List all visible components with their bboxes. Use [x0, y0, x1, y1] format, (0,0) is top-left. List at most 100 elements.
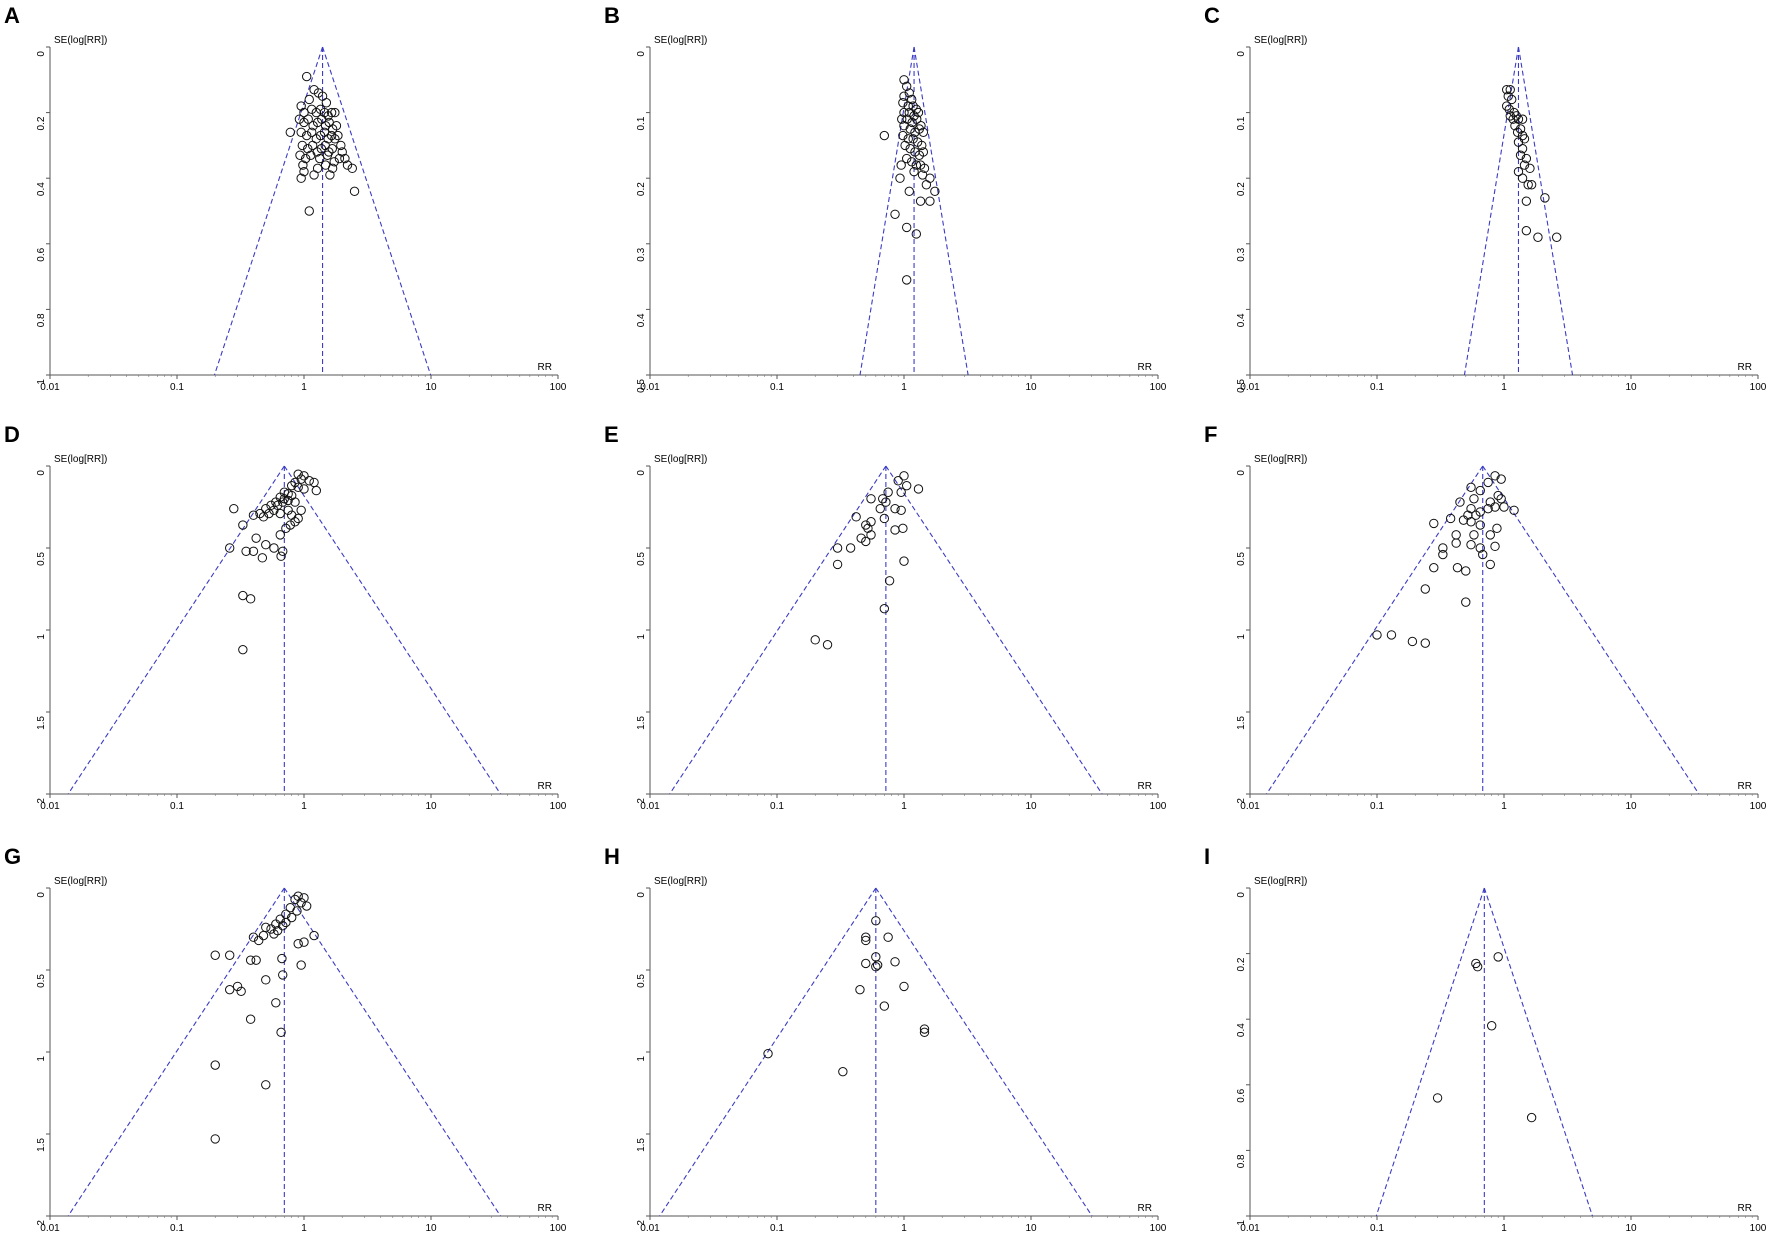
panel-i-y-tick-label: 0	[1236, 892, 1247, 898]
panel-i-x-tick-label: 1	[1501, 1223, 1507, 1234]
panel-d-study-point	[278, 497, 288, 507]
panel-c-y-tick-label: 0.1	[1236, 116, 1247, 130]
panel-a-x-axis-label: RR	[538, 362, 552, 373]
panel-g-study-point	[225, 984, 235, 995]
panel-e-y-tick-label: 1	[636, 634, 647, 640]
panel-c-y-tick-label: 0.5	[1236, 379, 1247, 393]
panel-f-study-point	[1407, 636, 1418, 647]
panel-b-study-point	[901, 153, 912, 164]
panel-b-study-point	[930, 186, 940, 197]
panel-a-study-point	[297, 140, 308, 151]
panel-f-y-tick-label: 1.5	[1236, 716, 1247, 730]
panel-e-study-point	[878, 494, 888, 504]
panel-d-study-point	[278, 546, 288, 556]
panel-h-study-point	[861, 932, 871, 942]
panel-d-study-point	[290, 477, 300, 488]
panel-d-x-tick-label: 0.01	[40, 801, 60, 812]
panel-e-study-point	[866, 530, 876, 540]
panel-d-study-point	[261, 540, 271, 550]
panel-g-y-tick-label: 0.5	[36, 974, 47, 988]
panel-c-study-point	[1517, 143, 1528, 154]
panel-f-label: F	[1204, 422, 1217, 447]
panel-c-x-tick-label: 0.1	[1370, 382, 1384, 393]
panel-c-study-point	[1517, 114, 1528, 124]
panel-i-x-tick-label: 0.01	[1240, 1223, 1260, 1234]
panel-e-study-point	[851, 512, 861, 522]
panel-g-study-point	[293, 891, 303, 901]
panel-g-study-point	[277, 953, 287, 964]
panel-f-y-tick-label: 1	[1236, 634, 1247, 640]
panel-e-x-tick-label: 10	[1025, 801, 1037, 812]
panel-f-study-point	[1469, 530, 1479, 540]
panel-g-study-point	[293, 939, 303, 949]
panel-i-study-point	[1472, 962, 1483, 972]
panel-d-study-point	[251, 533, 261, 543]
panel-i-x-axis-label: RR	[1738, 1203, 1752, 1214]
panel-f-study-point	[1445, 513, 1456, 524]
panel-a-study-point	[326, 107, 337, 118]
panel-g-study-point	[299, 937, 309, 947]
panel-i-study-point	[1526, 1112, 1537, 1123]
panel-b-y-tick-label: 0	[636, 51, 647, 57]
panel-h-study-point	[890, 957, 900, 967]
panel-f-y-axis-label: SE(log[RR])	[1254, 454, 1307, 465]
panel-d-study-point	[257, 553, 268, 563]
panel-h-study-point	[899, 981, 909, 992]
panel-a-study-point	[285, 127, 295, 137]
panel-a-y-tick-label: 0	[36, 51, 47, 57]
panel-h-study-point	[838, 1066, 848, 1077]
panel-c-study-point	[1517, 173, 1528, 183]
panel-a-study-point	[329, 157, 339, 167]
panel-c-study-point	[1519, 134, 1530, 144]
panel-f-study-point	[1466, 540, 1476, 550]
panel-a-y-tick-label: 0.6	[36, 247, 47, 261]
panel-h-study-point	[872, 960, 883, 970]
panel-e-study-point	[881, 497, 891, 507]
panel-a-y-tick-label: 1	[36, 379, 47, 385]
panel-b-study-point	[915, 196, 926, 206]
panel-g-study-point	[232, 981, 243, 992]
panel-g-study-point	[271, 919, 281, 929]
panel-a-study-point	[322, 150, 333, 160]
panel-g-study-point	[301, 901, 312, 911]
panel-i-y-tick-label: 0.6	[1236, 1088, 1247, 1102]
panel-g-study-point	[296, 898, 306, 908]
panel-f-study-point	[1483, 477, 1493, 488]
panel-b-funnel-right	[913, 46, 969, 376]
panel-c-study-point	[1501, 101, 1512, 111]
panel-c-label: C	[1204, 3, 1220, 28]
panel-e-x-axis-label: RR	[1138, 781, 1152, 792]
panel-g-funnel-left	[67, 887, 285, 1217]
panel-d-study-point	[225, 543, 235, 553]
panel-a-study-point	[337, 147, 347, 157]
panel-f-study-point	[1452, 562, 1463, 573]
panel-g-study-point	[278, 921, 288, 931]
panel-g-x-tick-label: 0.01	[40, 1223, 60, 1234]
panel-d-study-point	[304, 476, 314, 486]
panel-c-study-point	[1526, 180, 1537, 190]
panel-a-study-point	[340, 153, 350, 164]
panel-a-funnel-left	[213, 46, 324, 376]
panel-g-study-point	[269, 929, 279, 939]
panel-c-study-point	[1503, 91, 1513, 101]
panel-g-study-point	[281, 917, 291, 928]
panel-d-x-tick-label: 0.1	[170, 801, 184, 812]
panel-c-y-tick-label: 0.2	[1236, 182, 1247, 196]
panel-h-y-tick-label: 2	[636, 1220, 647, 1226]
panel-c-study-point	[1505, 111, 1515, 121]
panel-e-x-tick-label: 0.1	[770, 801, 784, 812]
panel-g-study-point	[276, 1027, 286, 1038]
panel-a-study-point	[309, 170, 319, 180]
panel-f-study-point	[1478, 549, 1488, 560]
panel-d-study-point	[293, 482, 303, 493]
panel-e-study-point	[832, 543, 843, 553]
panel-g-study-point	[210, 1134, 220, 1144]
panel-d-label: D	[4, 422, 20, 447]
panel-e-study-point	[899, 556, 909, 566]
panel-d-study-point	[283, 505, 293, 515]
panel-g-study-point	[309, 930, 319, 941]
panel-a-funnel-right	[322, 46, 432, 376]
panel-g-study-point	[261, 1080, 271, 1090]
panel-c-study-point	[1505, 84, 1515, 95]
